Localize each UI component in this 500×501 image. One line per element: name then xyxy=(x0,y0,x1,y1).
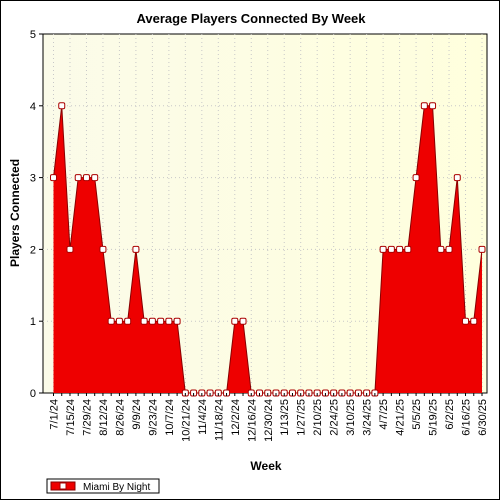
x-tick-label: 2/10/25 xyxy=(312,399,324,436)
data-point xyxy=(404,245,412,253)
data-point xyxy=(66,245,74,253)
x-tick-label: 9/23/24 xyxy=(147,399,159,436)
y-tick-label: 1 xyxy=(30,316,36,328)
data-point xyxy=(99,245,107,253)
x-tick-label: 12/30/24 xyxy=(263,399,275,442)
data-point xyxy=(124,317,132,325)
y-axis: 0 1 2 3 4 5 xyxy=(30,29,43,400)
data-point xyxy=(445,245,453,253)
x-tick-label: 8/12/24 xyxy=(98,399,110,436)
data-point xyxy=(173,317,181,325)
x-tick-label: 1/13/25 xyxy=(279,399,291,436)
x-tick-label: 4/7/25 xyxy=(378,399,390,430)
chart-title: Average Players Connected By Week xyxy=(136,11,366,26)
x-tick-label: 6/30/25 xyxy=(477,399,489,436)
data-point xyxy=(132,245,140,253)
series-markers xyxy=(50,102,486,397)
data-point xyxy=(58,102,66,110)
x-tick-label: 3/24/25 xyxy=(362,399,374,436)
data-point xyxy=(50,174,57,182)
data-point xyxy=(420,102,428,110)
data-point xyxy=(140,317,148,325)
data-point xyxy=(165,317,173,325)
x-tick-label: 8/26/24 xyxy=(114,399,126,436)
x-tick-label: 5/19/25 xyxy=(428,399,440,436)
data-point xyxy=(470,317,478,325)
x-axis-title: Week xyxy=(250,459,281,473)
x-tick-label: 5/5/25 xyxy=(411,399,423,430)
x-tick-label: 6/2/25 xyxy=(444,399,456,430)
data-point xyxy=(478,245,486,253)
data-point xyxy=(107,317,115,325)
data-point xyxy=(387,245,395,253)
data-point xyxy=(429,102,437,110)
x-tick-label: 11/18/24 xyxy=(213,399,225,441)
y-tick-label: 0 xyxy=(30,388,36,400)
x-tick-label: 2/24/25 xyxy=(329,399,341,436)
y-tick-label: 5 xyxy=(30,29,36,41)
y-tick-label: 2 xyxy=(30,244,36,256)
data-point xyxy=(74,174,82,182)
data-point xyxy=(453,174,461,182)
data-point xyxy=(157,317,165,325)
legend: Miami By Night xyxy=(46,478,160,494)
x-tick-label: 12/16/24 xyxy=(246,399,258,442)
legend-marker xyxy=(59,482,67,490)
data-point xyxy=(148,317,156,325)
data-point xyxy=(379,245,387,253)
data-point xyxy=(462,317,470,325)
x-tick-label: 9/9/24 xyxy=(131,399,143,430)
x-tick-label: 12/2/24 xyxy=(230,399,242,436)
data-point xyxy=(437,245,445,253)
x-tick-label: 3/10/25 xyxy=(345,399,357,436)
x-tick-label: 10/21/24 xyxy=(180,399,192,442)
x-tick-label: 11/4/24 xyxy=(197,399,209,435)
data-point xyxy=(115,317,123,325)
data-point xyxy=(396,245,404,253)
y-tick-label: 3 xyxy=(30,173,36,185)
x-axis: 7/1/24 7/15/24 7/29/24 8/12/24 8/26/24 9/9/24… xyxy=(49,393,489,442)
legend-label: Miami By Night xyxy=(83,482,150,493)
x-tick-label: 7/15/24 xyxy=(65,399,77,436)
data-point xyxy=(239,317,247,325)
x-tick-label: 6/16/25 xyxy=(461,399,473,436)
data-point xyxy=(91,174,99,182)
x-tick-label: 10/7/24 xyxy=(164,399,176,436)
x-tick-label: 4/21/25 xyxy=(395,399,407,436)
x-tick-label: 7/29/24 xyxy=(81,399,93,436)
data-point xyxy=(412,174,420,182)
data-point xyxy=(231,317,239,325)
y-tick-label: 4 xyxy=(30,101,36,113)
data-point xyxy=(82,174,90,182)
x-tick-label: 7/1/24 xyxy=(49,399,61,430)
y-axis-title: Players Connected xyxy=(8,159,22,267)
x-tick-label: 1/27/25 xyxy=(296,399,308,436)
